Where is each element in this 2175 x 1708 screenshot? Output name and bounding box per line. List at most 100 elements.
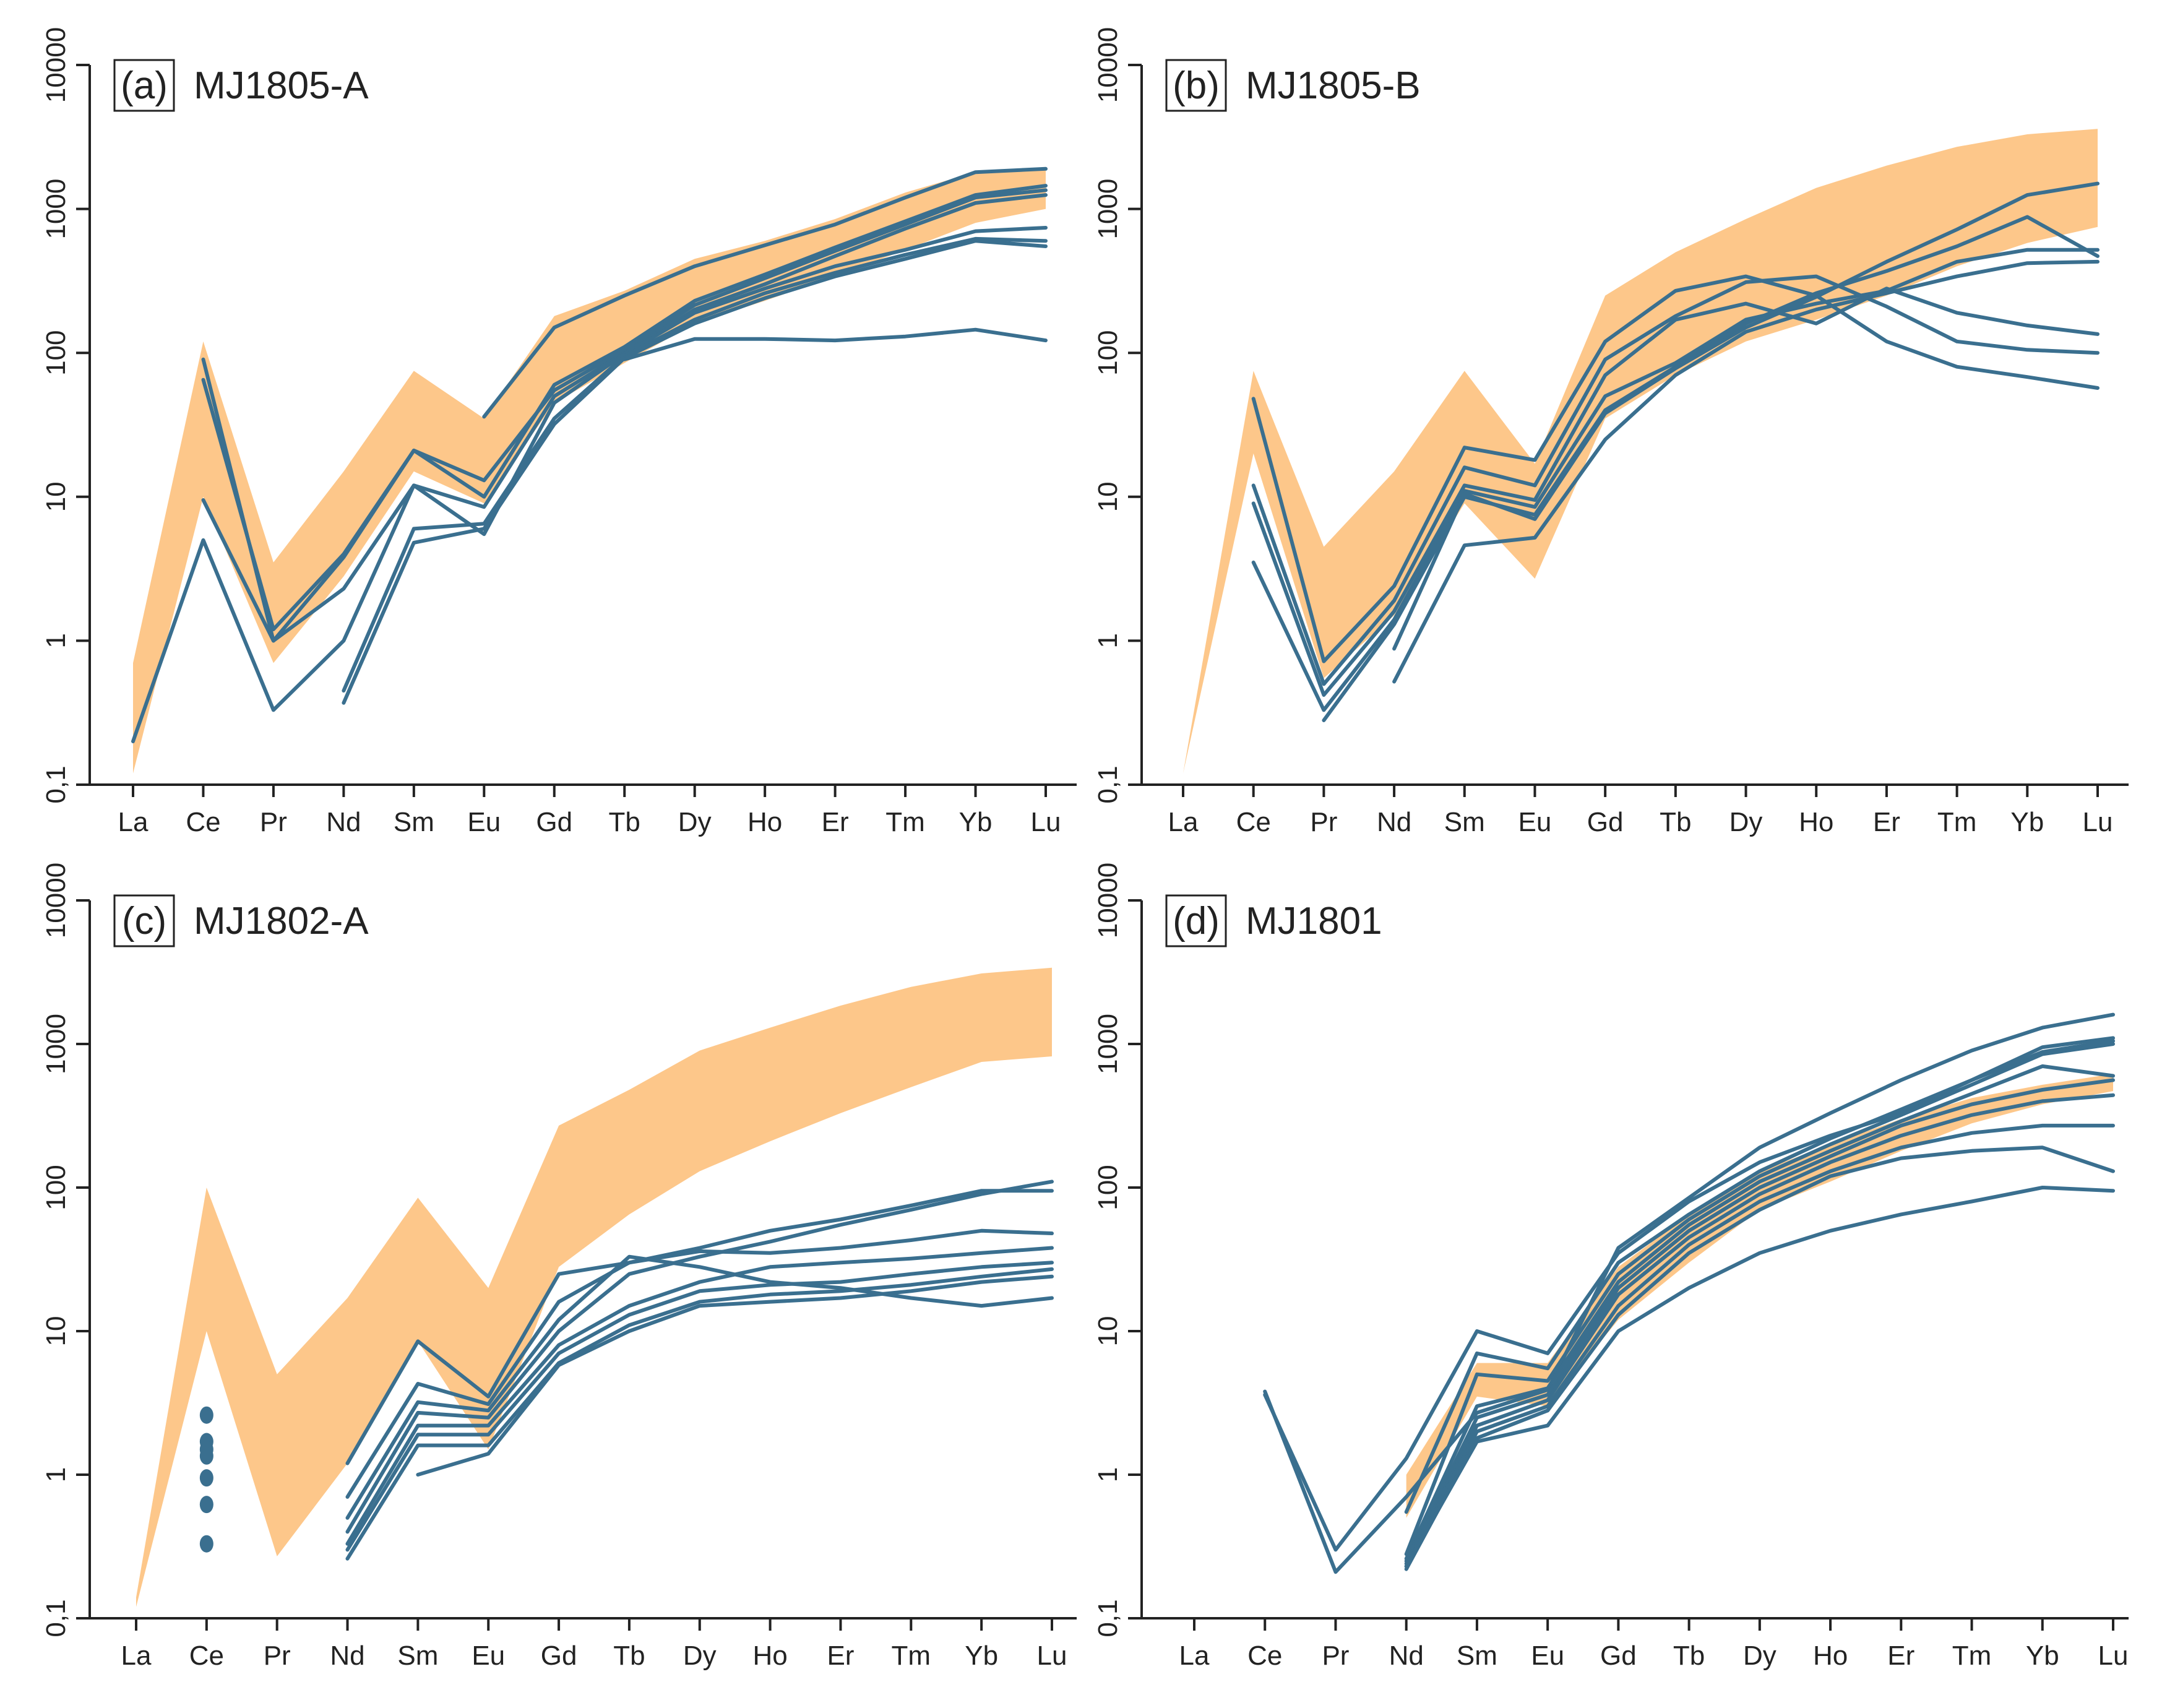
x-tick-label: Sm [1457,1641,1497,1671]
series-line-8 [622,327,1048,361]
x-tick-label: Eu [1531,1641,1564,1671]
y-tick-label: 100 [1093,1165,1123,1210]
x-tick-label: Tb [1660,807,1691,837]
x-tick-label: Dy [1729,807,1763,837]
series-line-4 [345,1180,1054,1534]
x-tick-label: Er [822,807,849,837]
series-line-5 [342,236,1048,693]
y-tick-label: 1000 [1093,1014,1123,1074]
x-tick-label: Gd [1600,1641,1637,1671]
x-tick-label: Gd [541,1641,577,1671]
series-line-4 [1251,248,2100,712]
x-tick-label: Eu [472,1641,505,1671]
chart-panel-d: 0,1 1 10 100 1000 10000 La Ce Pr Nd Sm Eu Gd Tb Dy Ho Er… [1093,863,2129,1671]
series-line-3 [1404,1039,2115,1514]
series-line-6 [342,239,1048,705]
series-line-2 [1251,274,2100,686]
panel-title: MJ1805-A [194,64,369,107]
x-tick-label: Yb [965,1641,998,1671]
y-tick-label: 1 [41,633,71,648]
x-tick-label: La [1179,1641,1210,1671]
y-tick-label: 100 [41,1165,71,1210]
x-tick-label: La [1168,807,1199,837]
series-line-7 [1404,1093,2115,1566]
y-tick-label: 10000 [1093,27,1123,103]
series-line-9 [1404,1145,2115,1571]
panel-label-box [1165,59,1227,112]
x-tick-label: Pr [264,1641,291,1671]
data-point-6 [199,1496,213,1514]
series-line-6 [1404,1078,2115,1563]
envelope-band [1183,129,2098,774]
series-line-1 [345,1189,1054,1465]
x-tick-label: Sm [394,807,434,837]
panel-label-box [113,59,175,112]
panel-title: MJ1805-B [1246,64,1421,107]
series-line-1 [201,184,1048,643]
x-tick-label: Ce [186,807,220,837]
x-tick-label: Pr [1322,1641,1349,1671]
x-tick-label: Nd [1377,807,1411,837]
x-tick-label: Dy [678,807,712,837]
data-point-7 [199,1535,213,1553]
x-tick-label: Er [827,1641,854,1671]
x-tick-label: Yb [2026,1641,2059,1671]
y-tick-label: 0,1 [41,1599,71,1637]
x-tick-label: Dy [683,1641,717,1671]
series-line-8 [1404,1123,2115,1569]
y-tick-label: 1 [1093,1467,1123,1482]
panel-title: MJ1801 [1246,900,1382,942]
x-tick-label: La [121,1641,152,1671]
x-tick-label: Gd [536,807,572,837]
series-line-7 [482,166,1048,419]
y-tick-label: 0,1 [41,766,71,803]
series-line-5 [345,1246,1054,1546]
data-point-4 [199,1447,213,1465]
x-tick-label: Ce [1236,807,1271,837]
y-tick-label: 1 [1093,633,1123,648]
x-tick-label: Eu [1518,807,1552,837]
x-tick-label: Ce [1247,1641,1282,1671]
series-line-1 [1263,1012,2115,1574]
x-tick-label: Tb [1673,1641,1705,1671]
x-tick-label: Eu [467,807,501,837]
x-tick-label: Sm [1444,807,1485,837]
x-tick-label: Tm [885,807,925,837]
x-tick-label: Nd [330,1641,364,1671]
x-tick-label: Tm [1952,1641,1992,1671]
y-tick-label: 100 [41,330,71,375]
x-tick-label: Tb [613,1641,645,1671]
x-tick-label: Nd [1389,1641,1424,1671]
data-point-5 [199,1469,213,1487]
x-tick-label: Pr [260,807,287,837]
x-tick-label: Nd [326,807,361,837]
series-line-2 [345,1228,1054,1499]
series-line-7 [345,1267,1054,1561]
x-tick-label: Tb [609,807,640,837]
panel-label-box [113,894,175,947]
y-tick-label: 10000 [41,27,71,103]
x-tick-label: Er [1887,1641,1914,1671]
envelope-band [133,168,1046,774]
series-line-8 [416,1274,1054,1477]
y-tick-label: 100 [1093,330,1123,375]
panel-label-box [1165,894,1227,947]
x-tick-label: Lu [1037,1641,1067,1671]
x-tick-label: Er [1873,807,1900,837]
panel-title: MJ1802-A [194,900,369,942]
chart-panel-a: 0,1 1 10 100 1000 10000 La Ce Pr Nd Sm Eu Gd Tb Dy Ho Er… [41,27,1077,837]
y-tick-label: 1000 [41,179,71,239]
chart-panel-b: 0,1 1 10 100 1000 10000 La Ce Pr Nd Sm Eu Gd Tb Dy Ho Er… [1093,27,2129,837]
data-point-1 [199,1406,213,1424]
x-tick-label: Ho [747,807,782,837]
series-line-3 [345,1254,1054,1520]
x-tick-label: Lu [2083,807,2113,837]
y-tick-label: 0,1 [1093,1599,1123,1637]
x-tick-label: Tm [892,1641,931,1671]
series-line-4 [131,226,1048,743]
y-tick-label: 10 [1093,1316,1123,1347]
envelope-band [136,967,1052,1607]
x-tick-label: Yb [959,807,993,837]
series-line-6 [345,1261,1054,1552]
x-tick-label: Ho [1813,1641,1848,1671]
